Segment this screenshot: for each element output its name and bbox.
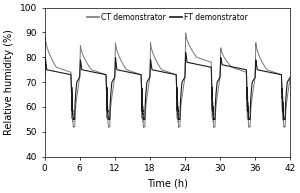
FT demonstrator [188,62,192,64]
FT demonstrator [199,64,202,66]
Line: FT demonstrator: FT demonstrator [45,52,290,120]
CT demonstrator [225,60,229,62]
CT demonstrator [184,32,188,34]
CT demonstrator [238,69,242,71]
X-axis label: Time (h): Time (h) [147,179,188,189]
CT demonstrator [288,76,292,79]
Y-axis label: Relative humidity (%): Relative humidity (%) [4,29,14,135]
FT demonstrator [107,119,110,121]
FT demonstrator [55,71,59,73]
FT demonstrator [225,65,229,67]
CT demonstrator [132,71,135,73]
Legend: CT demonstrator, FT demonstrator: CT demonstrator, FT demonstrator [84,10,251,25]
FT demonstrator [43,76,46,78]
CT demonstrator [188,46,192,48]
CT demonstrator [43,76,46,78]
CT demonstrator [199,58,202,60]
FT demonstrator [288,76,292,78]
FT demonstrator [184,51,188,54]
Line: CT demonstrator: CT demonstrator [45,33,290,127]
CT demonstrator [55,66,59,69]
FT demonstrator [238,67,242,69]
CT demonstrator [107,126,110,128]
FT demonstrator [132,72,135,74]
